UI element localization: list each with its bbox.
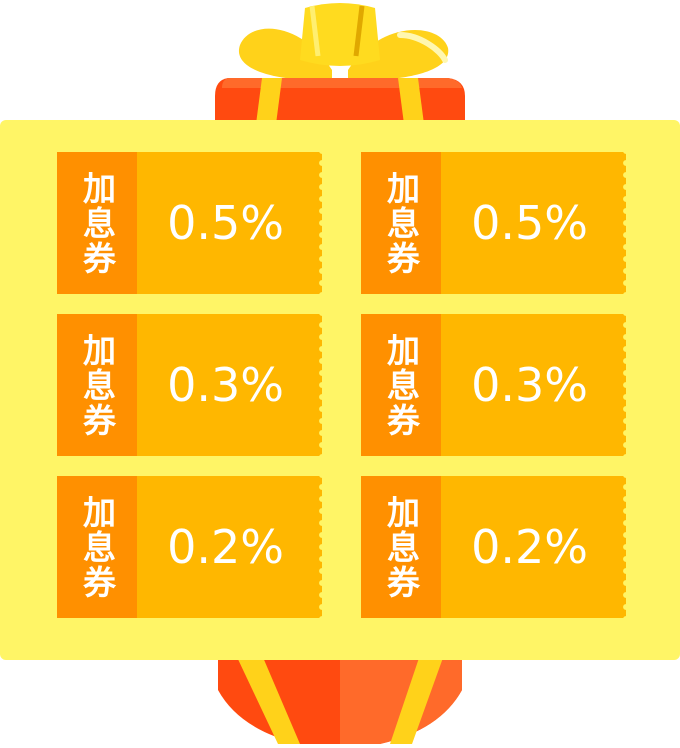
coupon-card[interactable]: 加息券 0.3%	[361, 314, 626, 456]
coupon-stub: 加息券	[57, 476, 137, 618]
coupon-rate: 0.2%	[167, 520, 284, 574]
coupon-label: 加息券	[77, 170, 117, 276]
coupon-card[interactable]: 加息券 0.5%	[361, 152, 626, 294]
coupon-label: 加息券	[77, 494, 117, 600]
coupon-label: 加息券	[381, 494, 421, 600]
coupon-label: 加息券	[381, 332, 421, 438]
coupon-stub: 加息券	[361, 314, 441, 456]
coupon-card[interactable]: 加息券 0.3%	[57, 314, 322, 456]
coupon-stub: 加息券	[57, 314, 137, 456]
coupon-rate: 0.3%	[167, 358, 284, 412]
coupon-stub: 加息券	[57, 152, 137, 294]
coupon-card[interactable]: 加息券 0.2%	[57, 476, 322, 618]
coupon-rate: 0.3%	[471, 358, 588, 412]
coupon-stub: 加息券	[361, 152, 441, 294]
coupon-stub: 加息券	[361, 476, 441, 618]
coupon-card[interactable]: 加息券 0.2%	[361, 476, 626, 618]
coupon-label: 加息券	[77, 332, 117, 438]
coupon-rate: 0.2%	[471, 520, 588, 574]
coupon-label: 加息券	[381, 170, 421, 276]
coupon-rate: 0.5%	[471, 196, 588, 250]
coupon-card[interactable]: 加息券 0.5%	[57, 152, 322, 294]
coupon-rate: 0.5%	[167, 196, 284, 250]
